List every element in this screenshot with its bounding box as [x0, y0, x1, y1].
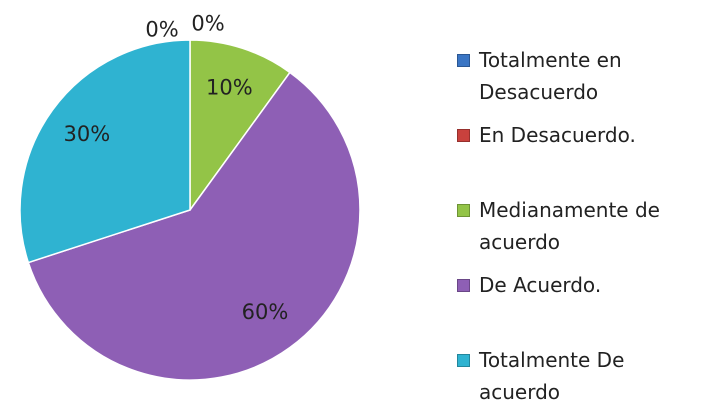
pie-slice — [27, 71, 361, 381]
legend-item: De Acuerdo. — [455, 269, 669, 344]
pie-slice — [189, 39, 291, 213]
legend-label: De Acuerdo. — [479, 273, 602, 297]
data-label: 0% — [191, 11, 224, 35]
legend-item: En Desacuerdo. — [455, 119, 669, 194]
legend-label: En Desacuerdo. — [479, 123, 636, 147]
legend-swatch — [457, 354, 470, 367]
data-label: 10% — [206, 76, 253, 100]
legend-label: Totalmente en Desacuerdo — [479, 48, 622, 104]
legend-swatch — [457, 279, 470, 292]
data-label: 0% — [145, 17, 178, 41]
legend-label: Medianamente de acuerdo — [479, 198, 660, 254]
data-label: 30% — [64, 122, 111, 146]
legend-swatch — [457, 129, 470, 142]
legend-item: Medianamente de acuerdo — [455, 194, 669, 269]
legend-swatch — [457, 54, 470, 67]
legend-item: Totalmente De acuerdo — [455, 344, 669, 406]
pie-area: 0% 0% 10% 60% 30% — [19, 11, 361, 381]
pie-slice — [19, 39, 191, 264]
legend: Totalmente en Desacuerdo En Desacuerdo. Me… — [455, 44, 695, 406]
data-label: 60% — [242, 300, 289, 324]
legend-label: Totalmente De acuerdo — [479, 348, 625, 404]
legend-swatch — [457, 204, 470, 217]
legend-item: Totalmente en Desacuerdo — [455, 44, 669, 119]
